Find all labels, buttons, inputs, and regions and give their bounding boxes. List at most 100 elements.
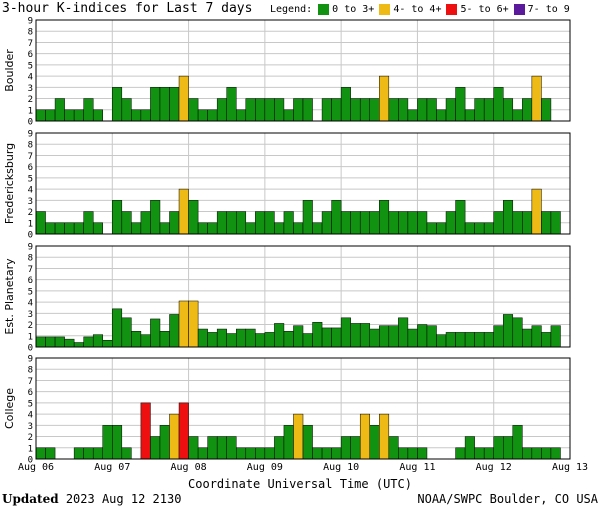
- kp-bar: [302, 98, 313, 122]
- kp-bar: [45, 109, 56, 122]
- y-tick-label: 8: [28, 141, 33, 151]
- kp-bar: [359, 323, 371, 348]
- panel-border: [35, 132, 571, 235]
- kp-bar: [550, 325, 561, 348]
- kp-bar: [312, 222, 323, 235]
- kp-bar: [102, 425, 113, 460]
- kp-bar: [417, 447, 428, 460]
- kp-bar: [150, 87, 161, 122]
- kp-bar: [83, 447, 94, 460]
- kp-bar: [302, 425, 313, 460]
- kp-bar: [274, 222, 285, 235]
- legend-item-0-to-3: 0 to 3+: [332, 4, 375, 15]
- kp-bar: [379, 200, 390, 235]
- kp-bar: [92, 109, 104, 122]
- kp-bar: [541, 211, 552, 235]
- kp-bar: [188, 436, 199, 460]
- kp-bar: [426, 98, 437, 122]
- kp-bar: [369, 328, 380, 348]
- kp-bar: [379, 413, 390, 460]
- y-tick-label: 2: [28, 208, 33, 218]
- kp-bar: [359, 413, 371, 460]
- kp-bar: [483, 447, 494, 460]
- kp-bar: [407, 447, 418, 460]
- kp-bar: [236, 328, 247, 348]
- station-label: College: [3, 388, 16, 429]
- y-tick-label: 7: [28, 152, 33, 162]
- kp-bar: [169, 314, 180, 348]
- kp-bar: [35, 211, 46, 235]
- kp-bar: [398, 98, 409, 122]
- kp-bar: [274, 323, 285, 348]
- kp-bar: [388, 325, 399, 348]
- kp-bar: [131, 331, 142, 348]
- kp-bar: [483, 98, 494, 122]
- x-tick-label: Aug 06: [18, 462, 54, 473]
- y-tick-label: 9: [28, 130, 33, 140]
- kp-bar: [35, 447, 46, 460]
- kp-bar: [255, 211, 266, 235]
- kp-bar: [255, 333, 266, 348]
- kp-bar: [264, 447, 275, 460]
- y-tick-label: 3: [28, 310, 33, 320]
- kp-bar: [503, 314, 514, 348]
- legend-swatch-red: [446, 4, 458, 15]
- legend-swatch-green: [318, 4, 330, 15]
- kp-bar: [531, 325, 542, 348]
- kp-bar: [54, 222, 65, 235]
- y-tick-label: 2: [28, 433, 33, 443]
- kp-bar: [464, 436, 475, 460]
- kp-bar: [293, 413, 304, 460]
- kp-bar: [293, 325, 304, 348]
- x-tick-label: Aug 07: [94, 462, 130, 473]
- y-tick-label: 9: [28, 355, 33, 365]
- kp-bar: [379, 75, 390, 122]
- kp-bar: [531, 75, 542, 122]
- kp-bar: [321, 211, 332, 235]
- kp-bar: [369, 98, 380, 122]
- kp-bar: [359, 98, 371, 122]
- kp-bar: [550, 211, 561, 235]
- kp-bar: [312, 447, 323, 460]
- kp-bar: [236, 211, 247, 235]
- kp-bar: [216, 211, 227, 235]
- y-tick-label: 5: [28, 61, 33, 71]
- kp-bar: [226, 436, 237, 460]
- kp-bar: [216, 328, 227, 348]
- kp-bar: [531, 188, 542, 235]
- kp-bar: [321, 327, 332, 348]
- kp-bar: [73, 109, 84, 122]
- kp-bar: [159, 87, 170, 122]
- kp-bar: [359, 211, 371, 235]
- x-axis-title: Coordinate Universal Time (UTC): [188, 477, 412, 491]
- kp-bar: [207, 332, 218, 348]
- y-tick-label: 3: [28, 84, 33, 94]
- legend-swatch-yellow: [379, 4, 391, 15]
- kp-bar: [274, 436, 285, 460]
- kp-bar: [388, 436, 399, 460]
- kp-bar: [531, 447, 542, 460]
- kp-bar: [35, 336, 46, 348]
- y-tick-label: 6: [28, 50, 33, 60]
- kp-bar: [398, 211, 409, 235]
- kp-bar: [331, 200, 342, 235]
- y-tick-label: 0: [28, 344, 33, 354]
- kp-bar: [92, 447, 104, 460]
- y-tick-label: 5: [28, 399, 33, 409]
- kp-bar: [140, 334, 151, 348]
- kp-bar: [503, 200, 514, 235]
- kp-bar: [388, 98, 399, 122]
- kp-bar: [197, 328, 208, 348]
- kp-bar: [178, 188, 189, 235]
- y-tick-label: 2: [28, 95, 33, 105]
- y-tick-label: 8: [28, 28, 33, 38]
- x-tick-label: Aug 09: [247, 462, 283, 473]
- kp-bar: [73, 342, 84, 348]
- x-tick-label: Aug 08: [171, 462, 207, 473]
- legend-item-5-to-6: 5- to 6+: [460, 4, 509, 15]
- kp-bar: [102, 340, 113, 348]
- kp-bar: [178, 402, 189, 460]
- kp-bar: [483, 222, 494, 235]
- kp-bar: [417, 211, 428, 235]
- kp-bar: [207, 436, 218, 460]
